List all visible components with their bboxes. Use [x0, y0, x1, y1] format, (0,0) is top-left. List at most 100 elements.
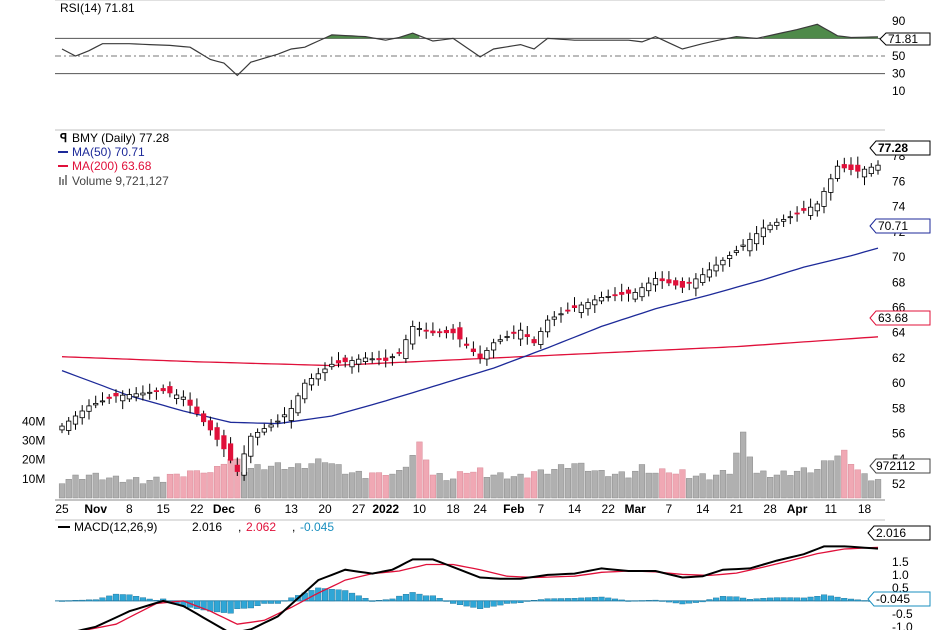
ma50-tag-text: 70.71 [878, 219, 908, 233]
macd-hist-bar [591, 597, 598, 602]
ma200-tag-text: 63.68 [878, 311, 908, 325]
candle-body [733, 250, 740, 253]
volume-bar [686, 478, 693, 499]
macd-hist-bar [429, 595, 437, 602]
candle-body [632, 291, 638, 300]
candle-body [369, 358, 375, 361]
candle-body [518, 329, 524, 340]
candle-body [410, 325, 416, 345]
volume-bar [847, 464, 855, 499]
macd-hist-bar [794, 597, 801, 602]
volume-bar [733, 452, 740, 499]
hist-tag-text: -0.045 [876, 592, 910, 606]
macd-legend-sep2: , [292, 520, 295, 534]
macd-hist-bar [234, 600, 241, 609]
x-axis-label: 15 [157, 502, 171, 516]
volume-bar [288, 467, 295, 499]
volume-bar [578, 462, 585, 499]
volume-bar [746, 456, 753, 499]
candle-body [214, 427, 220, 440]
volume-bar [321, 462, 329, 499]
volume-bar [773, 474, 780, 499]
volume-bar [820, 460, 828, 499]
macd-hist-bar [659, 600, 666, 602]
macd-hist-bar [241, 600, 248, 609]
macd-tick-label: 1.0 [892, 568, 909, 582]
volume-bar [133, 477, 140, 499]
macd-hist-bar [490, 600, 497, 607]
macd-hist-bar [133, 596, 140, 602]
macd-hist-bar [247, 600, 254, 609]
volume-bar [706, 479, 713, 499]
volume-bar [335, 464, 342, 499]
candle-body [167, 386, 173, 394]
price-tick-label: 64 [892, 326, 906, 340]
candle-body [106, 396, 112, 399]
hist-tag: -0.045 [867, 591, 931, 607]
candlesticks [59, 156, 881, 481]
candle-body [477, 353, 483, 359]
macd-hist-bar [423, 595, 430, 602]
volume-bar [874, 479, 882, 499]
macd-hist-bar [153, 600, 160, 602]
candle-body [821, 190, 827, 207]
macd-hist-bar [72, 600, 79, 602]
macd-hist-bar [477, 600, 484, 609]
volume-bar [780, 470, 787, 499]
macd-hist-bar [59, 600, 66, 602]
candle-body [484, 349, 490, 360]
macd-hist-bar [443, 600, 450, 602]
candle-body [578, 304, 584, 313]
candle-body [679, 280, 686, 288]
macd-hist-bar [369, 600, 376, 602]
price-tick-label: 74 [892, 200, 906, 214]
candle-body [497, 339, 503, 342]
volume-bar [65, 479, 72, 499]
candle-body [79, 410, 85, 419]
macd-hist-bar [686, 600, 693, 604]
price-tag-text: 77.28 [878, 141, 908, 155]
volume-bar [254, 464, 261, 499]
x-axis-label: 20 [318, 502, 332, 516]
macd-line [61, 545, 879, 635]
volume-bar [369, 472, 376, 499]
volume-bar [571, 463, 578, 499]
candle-body [861, 168, 868, 178]
x-axis-label: Apr [787, 502, 808, 516]
volume-bar [348, 472, 356, 499]
candle-body [99, 400, 106, 403]
volume-bar [72, 474, 79, 499]
volume-bar [396, 470, 403, 499]
macd-tick-label: 0.5 [892, 581, 909, 595]
volume-bar [166, 473, 174, 499]
volume-bar [834, 455, 841, 499]
candle-body [727, 255, 733, 259]
volume-bar [423, 459, 430, 499]
macd-hist-bar [355, 595, 362, 602]
x-axis-label: 7 [537, 502, 544, 516]
volume-bar [112, 475, 120, 499]
rsi-legend: RSI(14) 71.81 [60, 1, 135, 15]
volume-bar [807, 472, 814, 499]
legend-main: BMY (Daily) 77.28 [72, 131, 169, 145]
rsi-tick-label: 10 [892, 84, 906, 98]
candle-body [133, 393, 139, 398]
price-tick-label: 68 [892, 275, 906, 289]
volume-bar [544, 473, 551, 499]
candle-body [86, 405, 92, 412]
macd-hist-bar [773, 597, 780, 601]
candle-body [288, 408, 294, 421]
candle-body [403, 339, 409, 360]
candle-body [329, 363, 335, 368]
legend-main-icon: ꟼ [60, 131, 67, 145]
rsi-overbought-fill [399, 33, 420, 39]
candle-body [875, 164, 881, 171]
x-axis-label: 14 [696, 502, 710, 516]
volume-bar [638, 464, 646, 499]
rsi-tag-text: 71.81 [888, 32, 918, 46]
candle-body [659, 278, 665, 282]
candle-body [160, 388, 166, 392]
candle-body [126, 394, 132, 400]
volume-bar [456, 471, 464, 499]
macd-hist-bar [699, 600, 706, 603]
